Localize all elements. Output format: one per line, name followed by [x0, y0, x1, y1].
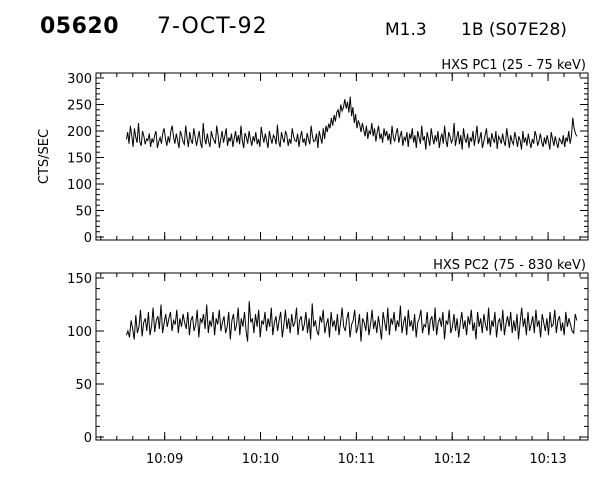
y-tick-label: 50 — [75, 205, 92, 220]
y-tick-label: 100 — [67, 178, 92, 193]
pc1-panel: 0 50 100 150 200 250 300 HXS PC1 (25 - 75 keV) C… — [37, 58, 589, 246]
flare-location: 1B (S07E28) — [461, 20, 567, 40]
x-tick-label: 10:13 — [529, 452, 566, 467]
panel-frame — [95, 72, 589, 241]
y-tick-label: 0 — [84, 431, 92, 446]
event-date: 7-OCT-92 — [157, 14, 268, 39]
flare-class: M1.3 — [385, 20, 427, 40]
y-tick-label: 150 — [67, 152, 92, 167]
y-tick-label: 200 — [67, 125, 92, 140]
panel-title: HXS PC1 (25 - 75 keV) — [441, 58, 586, 73]
y-tick-label: 0 — [84, 231, 92, 246]
y-tick-label: 250 — [67, 99, 92, 114]
y-axis-label: CTS/SEC — [37, 129, 52, 184]
event-id: 05620 — [40, 14, 120, 39]
y-tick-label: 50 — [75, 378, 92, 393]
x-tick-label: 10:10 — [242, 452, 279, 467]
count-rate-line — [125, 96, 578, 150]
x-tick-label: 10:09 — [146, 452, 183, 467]
count-rate-line — [125, 301, 578, 342]
panel-title: HXS PC2 (75 - 830 keV) — [433, 258, 586, 273]
x-tick-label: 10:12 — [433, 452, 470, 467]
y-tick-label: 150 — [67, 272, 92, 287]
y-tick-label: 100 — [67, 325, 92, 340]
x-tick-label: 10:11 — [338, 452, 375, 467]
y-tick-label: 300 — [67, 72, 92, 87]
pc2-panel: 0 50 100 150 10:09 10:10 10:11 10:12 10:13 HXS PC… — [67, 258, 589, 467]
panel-frame — [95, 272, 589, 441]
